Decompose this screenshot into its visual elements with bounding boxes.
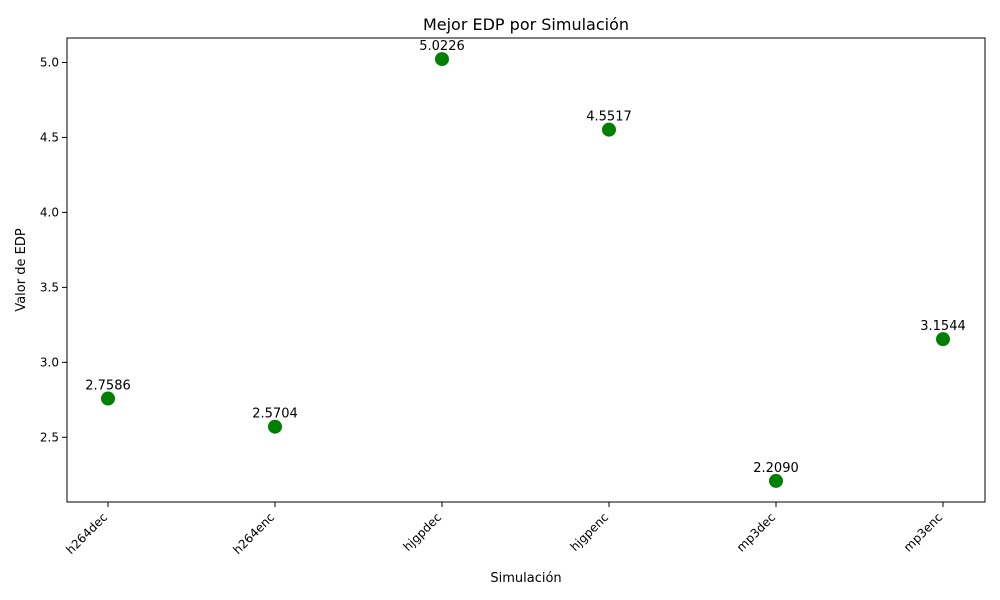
- y-axis-ticks: 2.5 3.0 3.5 4.0 4.5 5.0: [40, 55, 67, 444]
- data-point: [602, 122, 616, 137]
- x-tick-label: hjgpenc: [567, 510, 611, 554]
- y-axis-label: Valor de EDP: [14, 228, 29, 311]
- data-point: [268, 419, 282, 434]
- data-label: 2.2090: [753, 461, 799, 476]
- data-label: 2.7586: [85, 379, 131, 394]
- y-tick-label: 4.0: [40, 205, 59, 219]
- x-axis-ticks: h264dec h264enc hjgpdec hjgpenc mp3dec mp3enc: [63, 502, 945, 557]
- data-point: [435, 52, 449, 67]
- x-tick-label: mp3dec: [734, 510, 778, 554]
- data-label: 5.0226: [419, 39, 465, 54]
- data-label: 3.1544: [920, 319, 966, 334]
- plot-frame: [66, 37, 986, 503]
- x-tick-label: mp3enc: [901, 510, 945, 554]
- y-tick-label: 3.0: [40, 355, 59, 369]
- x-tick-label: h264enc: [230, 510, 277, 557]
- data-labels: 2.7586 2.5704 5.0226 4.5517 2.2090 3.1544: [85, 39, 966, 476]
- data-point: [101, 391, 115, 406]
- data-label: 4.5517: [586, 110, 632, 125]
- data-points: [101, 52, 950, 488]
- chart-title: Mejor EDP por Simulación: [423, 15, 629, 34]
- x-tick-label: hjgpdec: [400, 510, 444, 554]
- data-point: [769, 473, 783, 488]
- y-tick-label: 3.5: [40, 280, 59, 294]
- y-tick-label: 2.5: [40, 430, 59, 444]
- data-point: [936, 332, 950, 347]
- data-label: 2.5704: [252, 407, 298, 422]
- x-tick-label: h264dec: [63, 510, 110, 557]
- y-tick-label: 5.0: [40, 55, 59, 69]
- x-axis-label: Simulación: [490, 571, 561, 586]
- y-tick-label: 4.5: [40, 130, 59, 144]
